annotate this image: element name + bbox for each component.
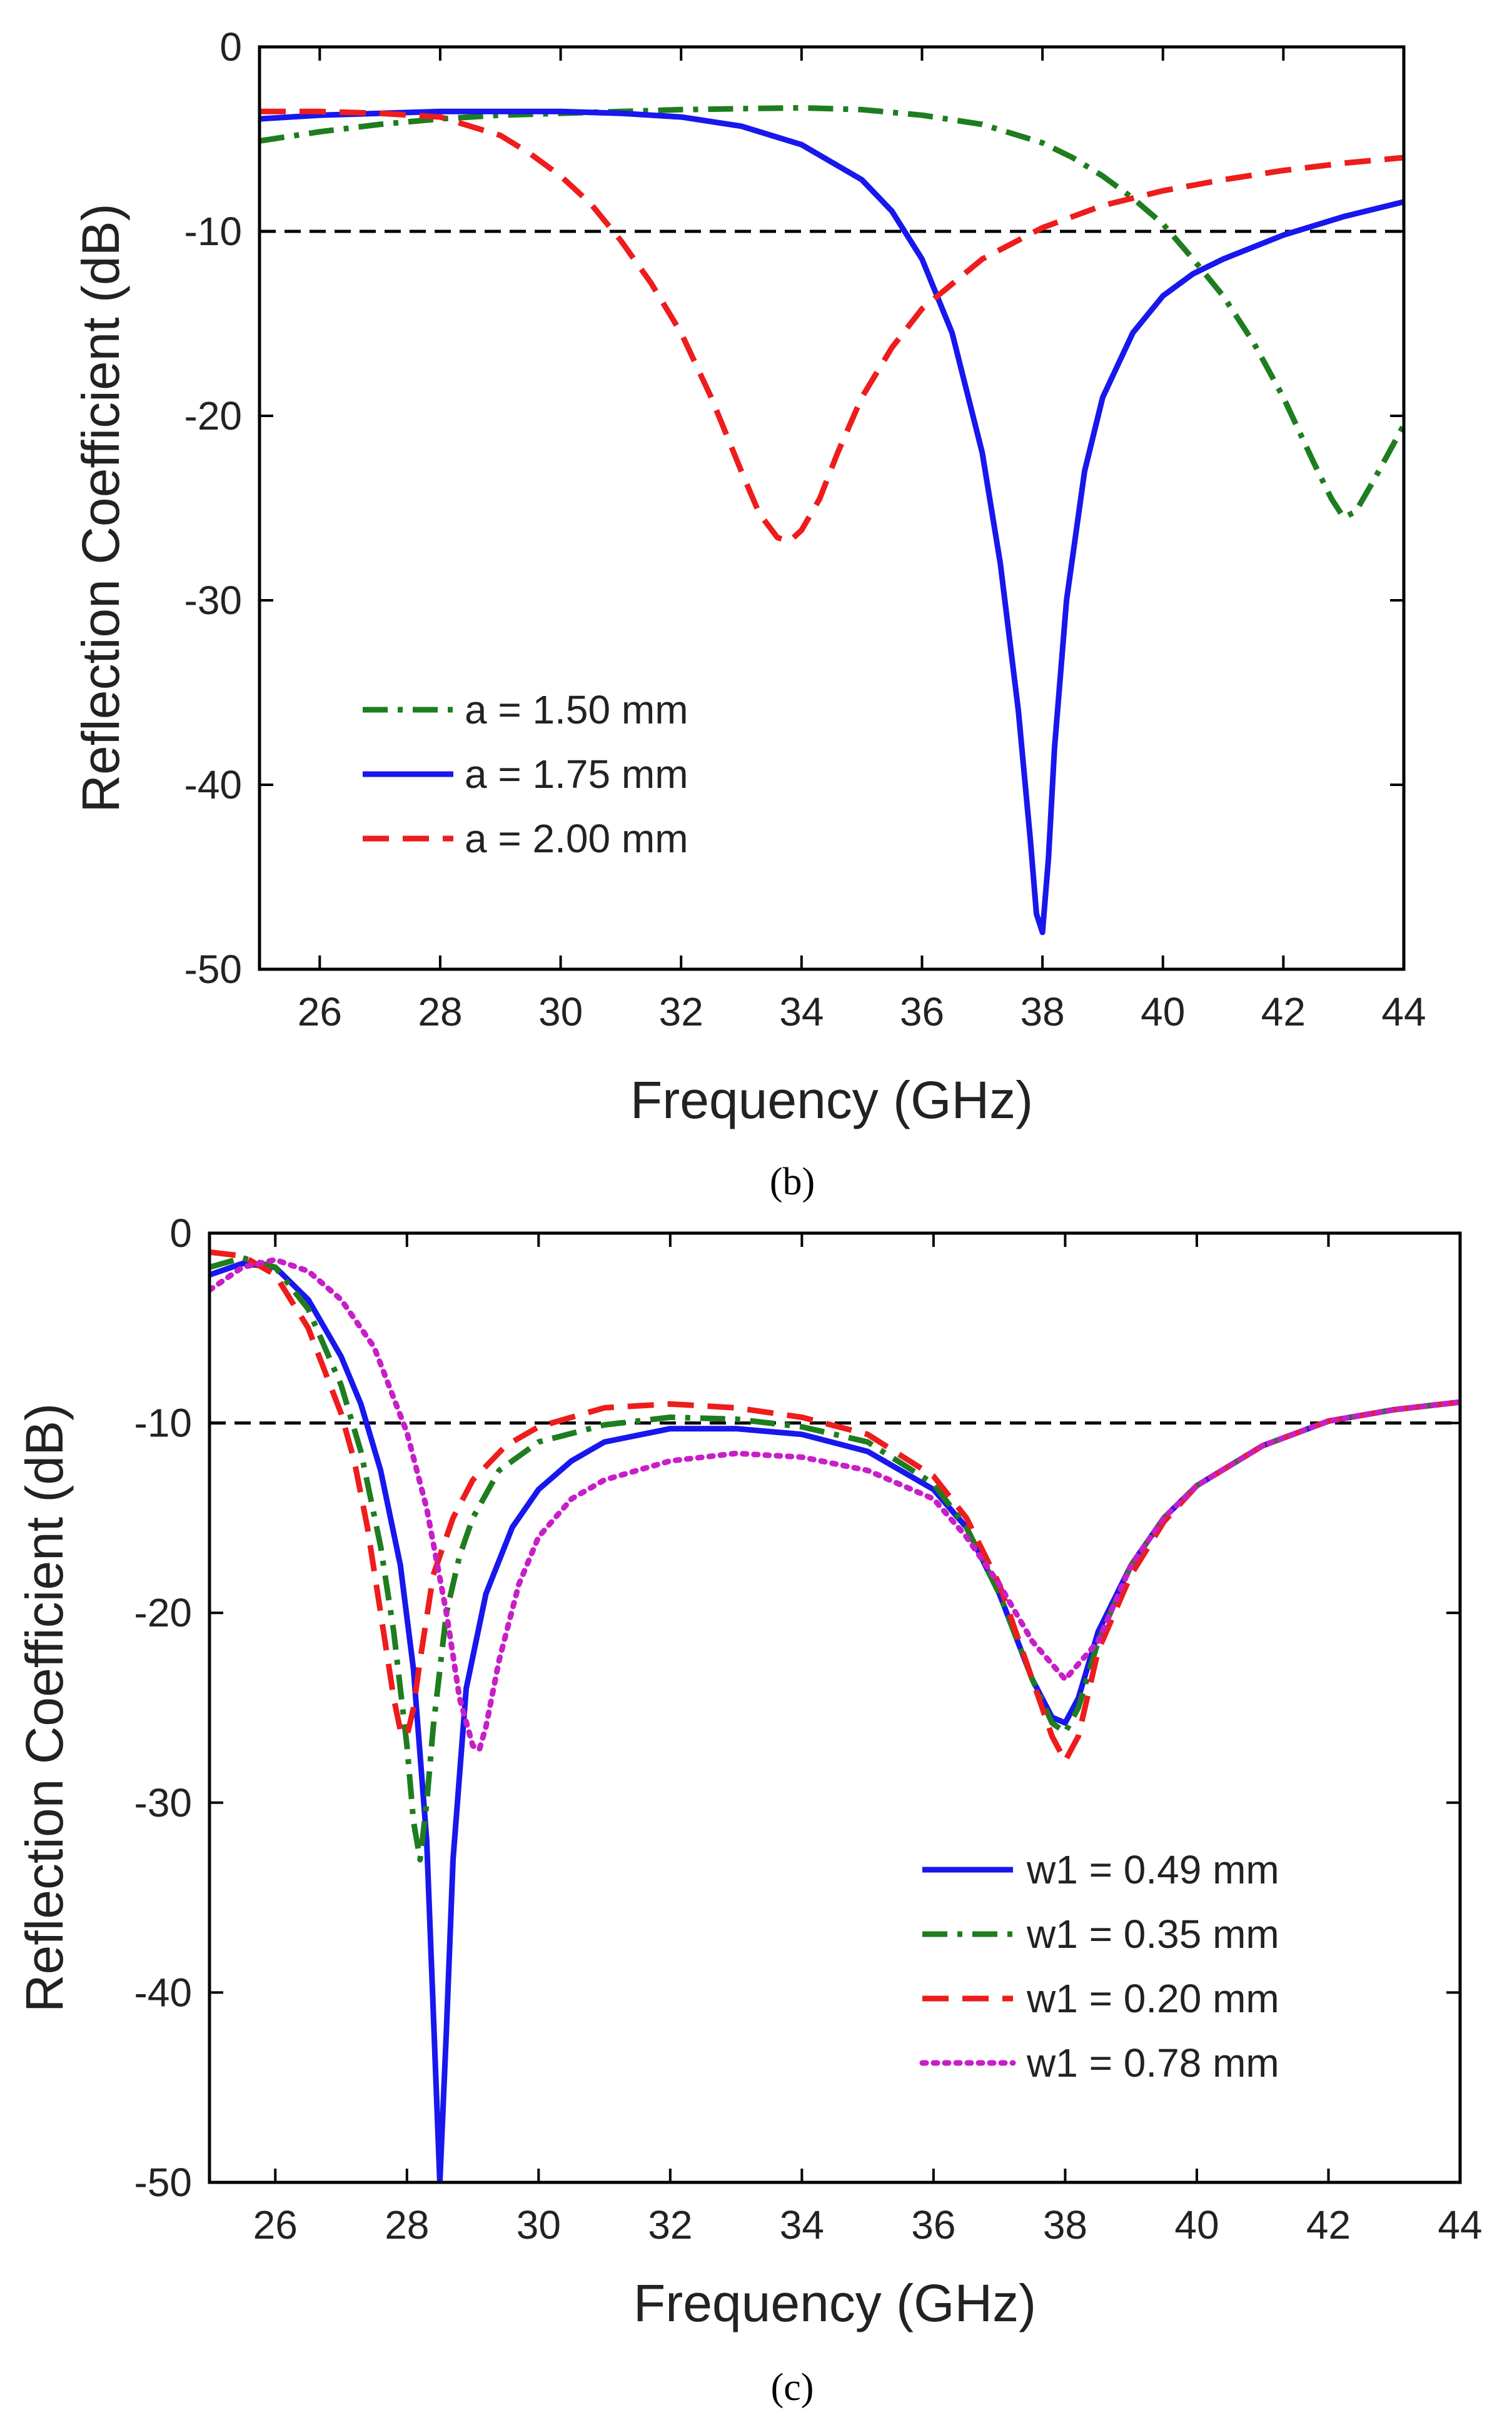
plot-frame [208,1231,1462,2184]
x-tick-label: 28 [418,989,462,1034]
legend-label-3: w1 = 0.20 mm [1026,1976,1279,2021]
caption-b: (b) [770,1161,815,1203]
legend-label-3: a = 2.00 mm [465,816,688,861]
x-tick-label: 44 [1438,2202,1482,2247]
y-tick-label: -40 [184,762,243,807]
x-tick-label: 30 [538,989,583,1034]
y-tick-label: -20 [134,1590,193,1635]
y-tick-label: 0 [219,24,242,69]
x-tick-label: 34 [779,989,824,1034]
y-tick-label: -30 [134,1780,193,1825]
x-tick-label: 42 [1306,2202,1351,2247]
series-line-3 [260,108,1404,545]
y-tick-label: -50 [134,2160,193,2205]
x-tick-label: 38 [1043,2202,1087,2247]
x-tick-label: 30 [517,2202,561,2247]
legend-label-2: a = 1.75 mm [465,752,688,797]
x-axis-title: Frequency (GHz) [633,2274,1036,2332]
x-tick-label: 42 [1261,989,1306,1034]
y-tick-label: -40 [134,1970,193,2015]
y-axis-title: Reflection Coefficient (dB) [15,1403,74,2012]
legend-label-1: w1 = 0.49 mm [1026,1847,1279,1892]
x-tick-label: 26 [298,989,342,1034]
y-tick-label: -30 [184,578,243,623]
x-tick-label: 28 [385,2202,429,2247]
x-tick-label: 32 [648,2202,692,2247]
series-line-2 [209,1255,1460,1863]
y-tick-label: -50 [184,947,243,992]
x-tick-label: 32 [659,989,703,1034]
x-tick-label: 26 [253,2202,298,2247]
legend: w1 = 0.49 mm w1 = 0.35 mm w1 = 0.20 mm w1 =… [919,1847,1279,2085]
x-tick-label: 40 [1141,989,1185,1034]
legend-label-4: w1 = 0.78 mm [1026,2040,1279,2085]
y-tick-label: 0 [169,1211,192,1256]
legend-label-1: a = 1.50 mm [465,687,688,732]
x-tick-label: 38 [1021,989,1065,1034]
legend: a = 1.50 mm a = 1.75 mm a = 2.00 mm [363,687,688,861]
legend-label-2: w1 = 0.35 mm [1026,1912,1279,1957]
series-line-2 [260,108,1404,935]
caption-c: (c) [771,2366,814,2409]
x-tick-label: 34 [780,2202,824,2247]
x-tick-label: 44 [1381,989,1426,1034]
x-tick-label: 36 [911,2202,955,2247]
x-tick-label: 40 [1174,2202,1219,2247]
chart-panel-b: 26 28 30 32 34 36 38 40 42 44 0 -10 -20 -30 -40 -50 Freq… [71,24,1426,1129]
series-line-4 [209,1257,1460,1753]
series-line-3 [209,1249,1460,1764]
x-tick-label: 36 [900,989,944,1034]
chart-panel-c: 26 28 30 32 34 36 38 40 42 44 0 -10 -20 -30 -40 -50 Freq… [15,1211,1483,2332]
plot-frame [258,45,1406,971]
y-tick-label: -10 [184,209,243,254]
x-axis-title: Frequency (GHz) [630,1071,1033,1129]
y-axis-title: Reflection Coefficient (dB) [71,203,130,812]
y-tick-label: -20 [184,393,243,438]
y-tick-label: -10 [134,1401,193,1446]
